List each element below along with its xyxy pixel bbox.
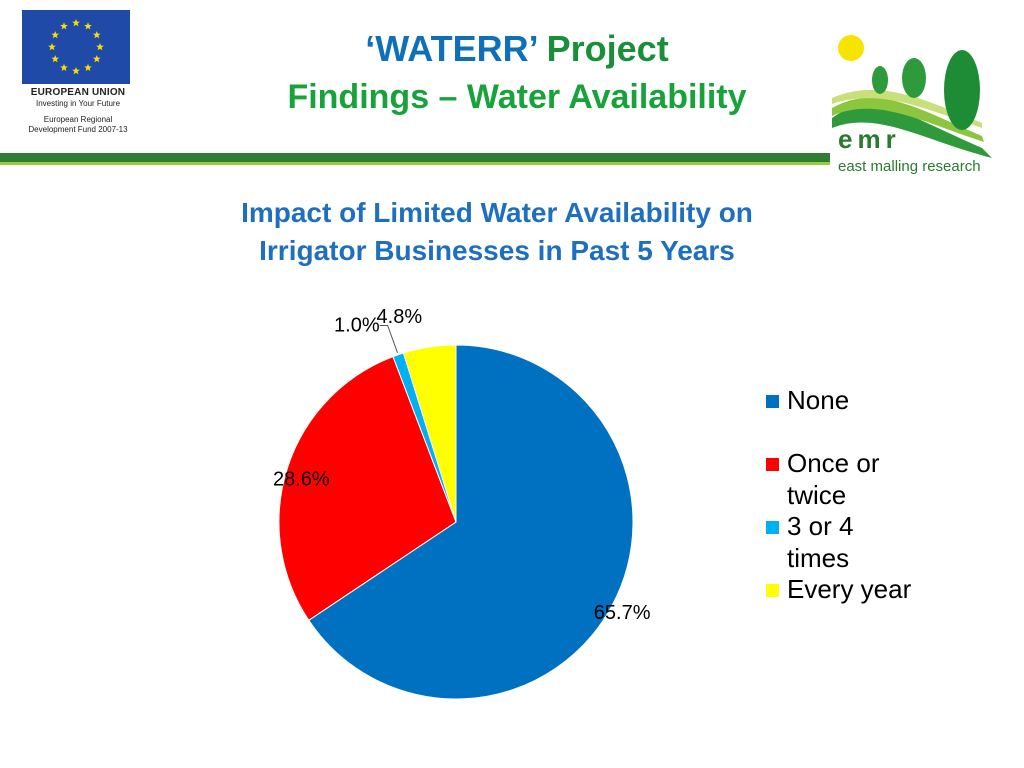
emr-logo-subtitle: east malling research	[838, 158, 981, 175]
page-title: ‘WATERR’ Project	[220, 28, 814, 70]
eu-star-icon	[92, 31, 101, 39]
pie-slice-none	[308, 344, 634, 700]
eu-star-icon	[51, 31, 60, 39]
legend-label: times	[787, 543, 849, 573]
eu-flag-icon	[22, 10, 130, 84]
page-subtitle: Findings – Water Availability	[287, 78, 747, 116]
header-divider-light	[0, 162, 830, 165]
eu-star-icon	[84, 22, 92, 30]
pie-data-label: 1.0%	[334, 314, 380, 336]
eu-star-icon	[96, 43, 104, 51]
chart-title: Impact of Limited Water Availability on …	[170, 194, 824, 270]
legend-label: twice	[787, 480, 846, 510]
header-divider-dark	[0, 153, 830, 162]
page-title-project-word: Project	[536, 28, 669, 69]
legend-label: 3 or 4	[787, 511, 854, 541]
chart-title-line-2: Irrigator Businesses in Past 5 Years	[259, 235, 735, 266]
eu-star-icon	[84, 63, 92, 72]
eu-star-icon	[60, 63, 68, 72]
legend-swatch	[766, 395, 779, 408]
pie-leader-line	[379, 324, 399, 353]
chart-title-line-1: Impact of Limited Water Availability on	[241, 197, 753, 228]
legend-swatch	[766, 521, 779, 534]
pie-data-label: 28.6%	[273, 468, 330, 490]
eu-star-icon	[60, 22, 68, 30]
emr-logo-icon	[832, 35, 992, 158]
pie-data-label: 4.8%	[377, 306, 423, 328]
eu-motto-label: Investing in Your Future	[35, 99, 121, 108]
legend-label: Once or	[787, 448, 880, 478]
legend-label: None	[787, 385, 849, 415]
eu-star-icon	[51, 55, 60, 63]
page-title-project-name: ‘WATERR’	[365, 28, 537, 69]
eu-star-icon	[72, 19, 80, 27]
eu-star-icon	[92, 55, 101, 63]
emr-logo-word: emr	[838, 124, 901, 154]
eu-star-icon	[48, 43, 56, 51]
legend-label: Every year	[787, 574, 912, 604]
legend-swatch	[766, 584, 779, 597]
pie-data-label: 65.7%	[594, 602, 651, 624]
eu-union-label: EUROPEAN UNION	[30, 87, 126, 98]
eu-logo: EUROPEAN UNION Investing in Your Future …	[22, 10, 134, 135]
legend-swatch	[766, 458, 779, 471]
pie-slice-once-or-twice	[278, 355, 457, 621]
eu-star-icon	[72, 67, 80, 75]
pie-slice-every-year	[402, 344, 457, 523]
eu-fund-label-2: Development Fund 2007-13	[28, 125, 128, 134]
eu-fund-label-1: European Regional	[43, 115, 113, 124]
